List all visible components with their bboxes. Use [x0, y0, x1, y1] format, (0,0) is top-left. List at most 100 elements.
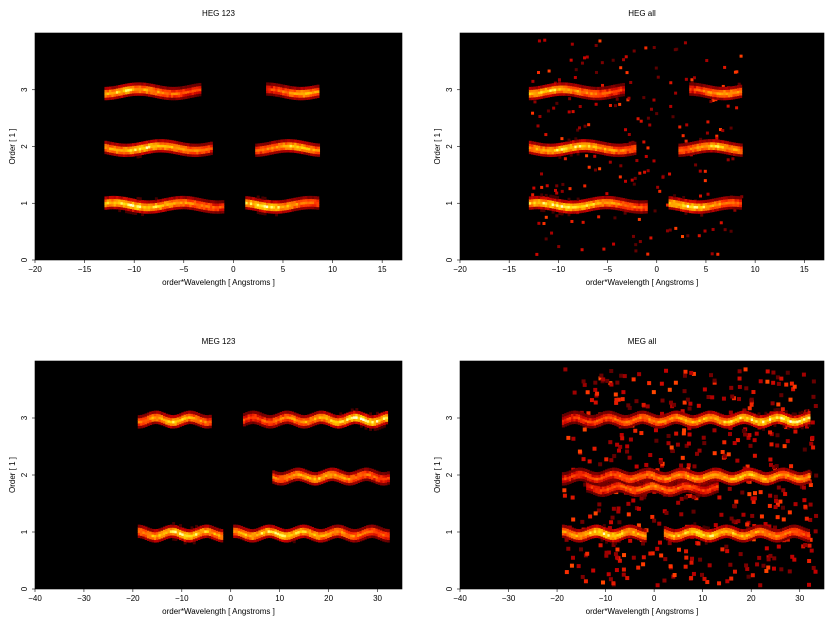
- band-pixel: [249, 413, 253, 417]
- band-pixel: [622, 208, 626, 212]
- band-pixel: [597, 89, 600, 93]
- band-pixel: [143, 87, 147, 91]
- band-pixel: [266, 90, 270, 94]
- band-pixel: [253, 528, 257, 532]
- band-pixel: [714, 88, 718, 93]
- band-pixel: [277, 202, 281, 207]
- noise-pixel: [751, 390, 756, 395]
- band-pixel: [734, 85, 738, 89]
- band-pixel: [125, 91, 128, 95]
- band-pixel: [256, 210, 260, 215]
- band-pixel: [680, 143, 684, 147]
- band-pixel: [574, 202, 578, 207]
- band-pixel: [109, 149, 112, 153]
- band-pixel: [264, 147, 268, 151]
- band-pixel: [593, 527, 597, 531]
- band-pixel: [145, 148, 149, 152]
- band-pixel: [608, 481, 612, 485]
- band-pixel: [220, 529, 224, 533]
- band-pixel: [770, 530, 774, 534]
- band-pixel: [739, 151, 743, 155]
- noise-pixel: [543, 38, 547, 42]
- band-pixel: [156, 418, 160, 422]
- noise-pixel: [640, 541, 645, 546]
- band-pixel: [160, 537, 164, 542]
- band-pixel: [242, 531, 246, 536]
- band-pixel: [159, 95, 163, 99]
- band-pixel: [720, 530, 724, 534]
- band-pixel: [122, 84, 126, 88]
- band-pixel: [735, 150, 739, 154]
- band-pixel: [154, 89, 158, 93]
- band-pixel: [164, 94, 167, 98]
- band-pixel: [297, 535, 301, 539]
- band-pixel: [320, 534, 324, 538]
- band-pixel: [673, 196, 676, 200]
- band-pixel: [533, 149, 537, 153]
- band-pixel: [730, 144, 734, 148]
- band-pixel: [220, 536, 224, 540]
- band-pixel: [152, 207, 156, 211]
- noise-pixel: [705, 580, 710, 585]
- band-pixel: [111, 200, 115, 205]
- band-pixel: [199, 533, 203, 537]
- band-pixel: [269, 532, 273, 536]
- band-pixel: [791, 527, 795, 531]
- band-pixel: [144, 423, 148, 427]
- band-pixel: [346, 422, 350, 427]
- band-pixel: [590, 139, 594, 143]
- band-pixel: [113, 142, 117, 146]
- band-pixel: [668, 527, 672, 532]
- band-pixel: [728, 151, 732, 156]
- band-pixel: [728, 146, 732, 150]
- band-pixel: [592, 204, 596, 209]
- band-pixel: [187, 203, 190, 207]
- band-pixel: [265, 202, 269, 206]
- band-pixel: [627, 491, 631, 496]
- band-pixel: [245, 414, 249, 418]
- band-pixel: [176, 530, 180, 535]
- band-pixel: [311, 417, 315, 422]
- band-pixel: [617, 202, 621, 206]
- band-pixel: [364, 475, 367, 479]
- band-pixel: [111, 144, 115, 148]
- band-pixel: [716, 96, 720, 100]
- band-pixel: [596, 534, 599, 539]
- band-pixel: [684, 211, 688, 215]
- band-pixel: [329, 467, 333, 471]
- band-pixel: [115, 195, 119, 200]
- band-pixel: [255, 143, 259, 147]
- band-pixel: [589, 533, 593, 537]
- noise-pixel: [697, 448, 702, 453]
- band-pixel: [614, 536, 618, 540]
- band-pixel: [182, 203, 186, 207]
- band-pixel: [631, 149, 635, 153]
- band-pixel: [378, 426, 382, 430]
- noise-pixel: [775, 515, 780, 520]
- band-pixel: [334, 422, 338, 426]
- band-pixel: [568, 534, 572, 538]
- band-pixel: [125, 143, 128, 147]
- noise-pixel: [688, 401, 693, 406]
- band-pixel: [750, 537, 754, 541]
- band-pixel: [571, 537, 574, 541]
- band-pixel: [611, 536, 615, 541]
- band-pixel: [387, 476, 390, 480]
- band-pixel: [370, 476, 374, 480]
- band-pixel: [290, 528, 294, 532]
- band-pixel: [174, 532, 178, 536]
- band-pixel: [168, 142, 172, 146]
- band-pixel: [324, 528, 328, 532]
- band-pixel: [677, 538, 681, 543]
- band-pixel: [635, 205, 639, 209]
- band-pixel: [162, 417, 166, 422]
- band-pixel: [387, 478, 390, 483]
- noise-pixel: [696, 541, 701, 546]
- band-pixel: [628, 147, 632, 151]
- band-pixel: [157, 85, 161, 89]
- band-pixel: [692, 144, 695, 148]
- band-pixel: [322, 528, 326, 532]
- band-pixel: [359, 419, 363, 423]
- noise-pixel: [689, 560, 694, 565]
- noise-pixel: [684, 139, 688, 143]
